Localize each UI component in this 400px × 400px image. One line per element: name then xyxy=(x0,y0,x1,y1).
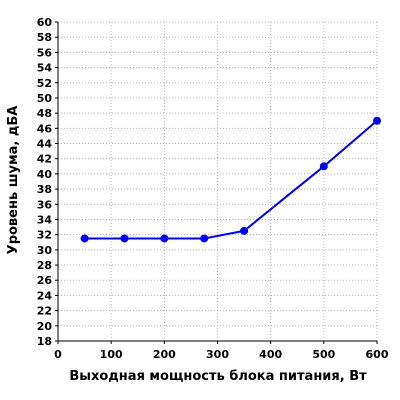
y-tick-label: 22 xyxy=(37,305,52,318)
y-tick-label: 60 xyxy=(37,16,53,29)
y-tick-label: 48 xyxy=(37,107,52,120)
y-tick-label: 52 xyxy=(37,77,52,90)
series-line xyxy=(84,119,378,240)
series-layer xyxy=(80,116,381,243)
y-tick-label: 24 xyxy=(37,289,53,302)
y-tick-label: 44 xyxy=(37,138,53,151)
grid xyxy=(58,21,378,341)
y-axis-title: Уровень шума, дБА xyxy=(6,106,21,255)
y-tick-label: 30 xyxy=(37,244,53,257)
y-tick-label: 28 xyxy=(37,259,52,272)
y-tick-label: 36 xyxy=(37,198,53,211)
y-tick-label: 42 xyxy=(37,153,52,166)
x-tick-label: 200 xyxy=(153,348,176,361)
ticks: 18 20 22 24 26 28 30 32 34 36 38 40 42 44 46 48 50 52 54 56… xyxy=(37,16,389,361)
data-point xyxy=(319,162,328,171)
y-tick-label: 26 xyxy=(37,274,53,287)
data-point xyxy=(200,234,209,243)
x-tick-label: 400 xyxy=(259,348,282,361)
y-tick-label: 34 xyxy=(37,213,53,226)
x-axis-title: Выходная мощность блока питания, Вт xyxy=(69,369,367,384)
data-point xyxy=(240,226,249,235)
data-point xyxy=(80,234,89,243)
x-tick-label: 300 xyxy=(206,348,229,361)
x-tick-label: 600 xyxy=(366,348,389,361)
data-point xyxy=(373,116,381,125)
y-tick-label: 18 xyxy=(37,335,52,348)
y-tick-label: 50 xyxy=(37,92,53,105)
data-point xyxy=(160,234,169,243)
data-point xyxy=(120,234,129,243)
y-tick-label: 38 xyxy=(37,183,52,196)
y-tick-label: 40 xyxy=(37,168,53,181)
x-tick-label: 500 xyxy=(312,348,335,361)
y-tick-label: 32 xyxy=(37,229,52,242)
y-tick-label: 58 xyxy=(37,31,52,44)
x-tick-label: 0 xyxy=(54,348,62,361)
y-tick-label: 20 xyxy=(37,320,53,333)
y-tick-label: 46 xyxy=(37,122,53,135)
x-tick-label: 100 xyxy=(100,348,123,361)
y-tick-label: 56 xyxy=(37,46,53,59)
y-tick-label: 54 xyxy=(37,62,53,75)
